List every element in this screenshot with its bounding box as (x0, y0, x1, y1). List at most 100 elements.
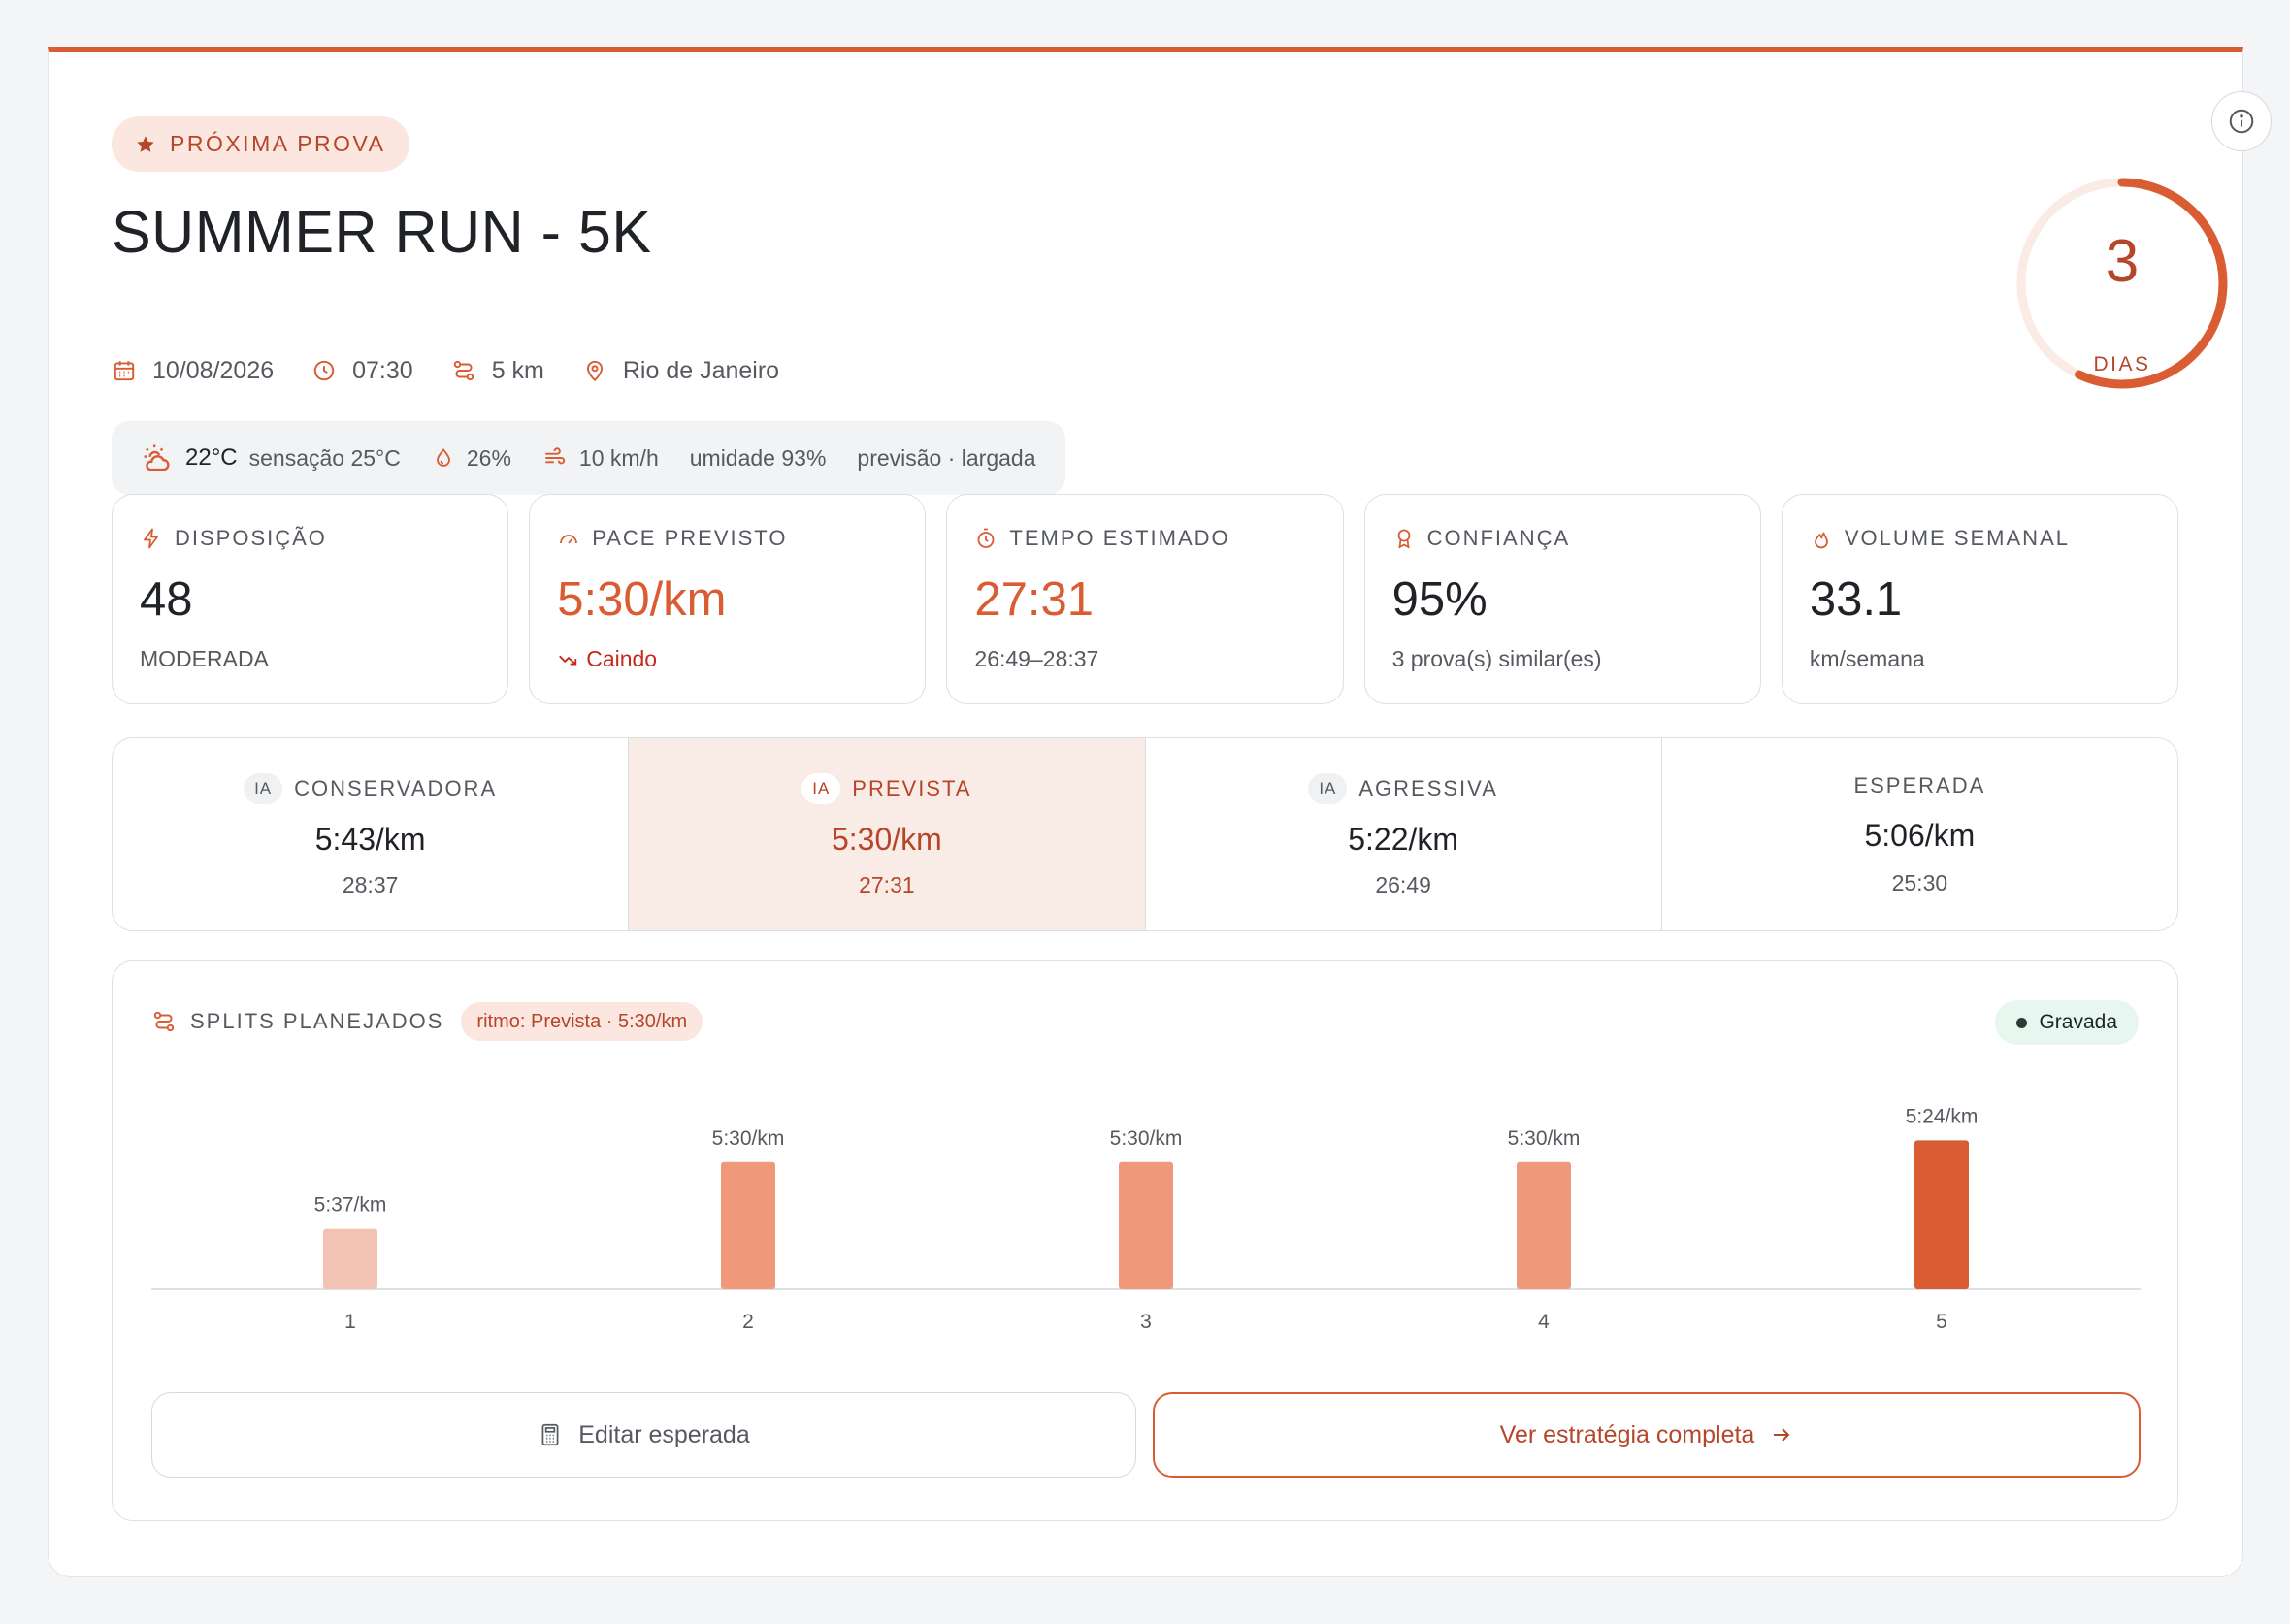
stat-sub: km/semana (1809, 646, 1925, 671)
split-bar (1119, 1161, 1173, 1289)
race-location: Rio de Janeiro (582, 357, 779, 385)
race-distance-text: 5 km (491, 356, 544, 384)
arrow-right-icon (1770, 1423, 1793, 1446)
stat-card-pace: PACE PREVISTO 5:30/km Caindo (529, 494, 927, 704)
stat-sub: 3 prova(s) similar(es) (1391, 646, 1602, 671)
scenario-label: CONSERVADORA (294, 776, 498, 800)
stat-sub: 26:49–28:37 (974, 646, 1099, 671)
stat-value: 27:31 (974, 573, 1095, 626)
calculator-icon (538, 1422, 563, 1447)
scenario-label: PREVISTA (852, 776, 972, 800)
split-pace-label: 5:24/km (1906, 1105, 1979, 1127)
status-text: Gravada (2039, 1011, 2117, 1033)
stat-label-text: CONFIANÇA (1426, 526, 1571, 550)
route-icon (151, 1009, 177, 1034)
info-icon (2227, 107, 2256, 136)
planned-splits-panel: SPLITS PLANEJADOS ritmo: Prevista · 5:30… (112, 960, 2178, 1521)
stat-value: 95% (1391, 573, 1488, 626)
stat-sub: MODERADA (140, 646, 269, 671)
stat-label: PACE PREVISTO (557, 526, 787, 551)
star-icon (135, 134, 156, 155)
next-race-badge: PRÓXIMA PROVA (112, 116, 409, 172)
countdown-progress-arc (2016, 178, 2228, 389)
scenario-time: 28:37 (342, 872, 399, 897)
edit-expected-label: Editar esperada (578, 1420, 750, 1448)
weather-wind: 10 km/h (542, 445, 659, 471)
next-race-card: PRÓXIMA PROVA SUMMER RUN - 5K 10/08/2026… (48, 47, 2272, 1577)
weather-bar: 22°C sensação 25°C 26% 10 km/h umidade 9… (112, 421, 1065, 495)
stat-label-text: TEMPO ESTIMADO (1009, 526, 1230, 550)
split-bar (323, 1228, 377, 1289)
splits-title: SPLITS PLANEJADOS (190, 1009, 444, 1033)
split-km-tick: 4 (1538, 1311, 1550, 1333)
scenario-aggressive[interactable]: IA AGRESSIVA 5:22/km 26:49 (1146, 738, 1662, 930)
scenario-time: 25:30 (1891, 870, 1948, 895)
sun-cloud-icon (141, 441, 174, 474)
award-icon (1392, 527, 1416, 550)
split-km-tick: 3 (1140, 1311, 1152, 1333)
ai-tag: IA (802, 773, 841, 804)
scenario-expected[interactable]: ESPERADA 5:06/km 25:30 (1662, 738, 2177, 930)
badge-label: PRÓXIMA PROVA (170, 131, 386, 156)
temperature-value: 22°C (185, 444, 238, 471)
scenario-label: ESPERADA (1853, 773, 1986, 797)
stat-label: VOLUME SEMANAL (1810, 526, 2070, 551)
stat-sub-text: Caindo (586, 646, 658, 671)
saved-status-badge: Gravada (1995, 1000, 2139, 1045)
view-strategy-label: Ver estratégia completa (1499, 1420, 1755, 1448)
race-location-text: Rio de Janeiro (622, 356, 780, 384)
countdown-ring-graphic (2016, 178, 2228, 389)
map-pin-icon (582, 358, 607, 383)
race-time-text: 07:30 (352, 356, 413, 384)
race-time: 07:30 (311, 357, 413, 385)
stat-value: 5:30/km (557, 573, 727, 626)
info-button[interactable] (2211, 91, 2272, 151)
gauge-icon (557, 527, 580, 550)
scenario-pace: 5:22/km (1348, 822, 1459, 857)
splits-header: SPLITS PLANEJADOS ritmo: Prevista · 5:30… (151, 1002, 703, 1041)
split-km-tick: 5 (1936, 1311, 1947, 1333)
trend-down-icon (557, 649, 578, 670)
rain-value: 26% (466, 444, 511, 471)
feels-like-value: sensação 25°C (248, 444, 401, 471)
split-bar (721, 1161, 775, 1289)
stat-value: 33.1 (1809, 573, 1903, 626)
race-date-text: 10/08/2026 (152, 356, 275, 384)
scenario-selector: IA CONSERVADORA 5:43/km 28:37 IA PREVIST… (112, 737, 2178, 931)
stat-value: 48 (140, 573, 193, 626)
stat-label-text: VOLUME SEMANAL (1844, 526, 2070, 550)
calendar-icon (112, 358, 137, 383)
stats-row: DISPOSIÇÃO 48 MODERADA PACE PREVISTO 5:3… (112, 494, 2179, 704)
stat-card-weekly-volume: VOLUME SEMANAL 33.1 km/semana (1781, 494, 2179, 704)
scenario-time: 26:49 (1375, 872, 1431, 897)
weather-temp: 22°C sensação 25°C (141, 441, 401, 474)
stat-card-disposition: DISPOSIÇÃO 48 MODERADA (112, 494, 509, 704)
scenario-predicted[interactable]: IA PREVISTA 5:30/km 27:31 (629, 738, 1146, 930)
wind-value: 10 km/h (578, 444, 659, 471)
flame-icon (1810, 527, 1833, 550)
split-bar (1517, 1161, 1571, 1289)
split-pace-label: 5:30/km (712, 1127, 785, 1150)
stat-label-text: DISPOSIÇÃO (175, 526, 327, 550)
view-strategy-button[interactable]: Ver estratégia completa (1153, 1392, 2141, 1478)
split-km-tick: 2 (742, 1311, 754, 1333)
scenario-head: ESPERADA (1662, 773, 2177, 798)
split-pace-label: 5:37/km (314, 1194, 387, 1217)
scenario-pace: 5:30/km (831, 822, 942, 857)
weather-rain: 26% (432, 445, 511, 471)
stat-card-confidence: CONFIANÇA 95% 3 prova(s) similar(es) (1363, 494, 1761, 704)
route-icon (451, 358, 476, 383)
split-pace-label: 5:30/km (1110, 1127, 1183, 1150)
droplet-icon (432, 446, 455, 470)
stat-card-estimated-time: TEMPO ESTIMADO 27:31 26:49–28:37 (946, 494, 1344, 704)
ai-tag: IA (244, 773, 283, 804)
edit-expected-button[interactable]: Editar esperada (151, 1392, 1136, 1478)
scenario-time: 27:31 (859, 872, 915, 897)
race-date: 10/08/2026 (112, 357, 274, 385)
split-km-tick: 1 (344, 1311, 356, 1333)
scenario-head: IA AGRESSIVA (1146, 773, 1661, 804)
stat-label-text: PACE PREVISTO (592, 526, 788, 550)
scenario-head: IA CONSERVADORA (113, 773, 628, 804)
scenario-conservative[interactable]: IA CONSERVADORA 5:43/km 28:37 (113, 738, 630, 930)
status-dot (2016, 1017, 2028, 1028)
